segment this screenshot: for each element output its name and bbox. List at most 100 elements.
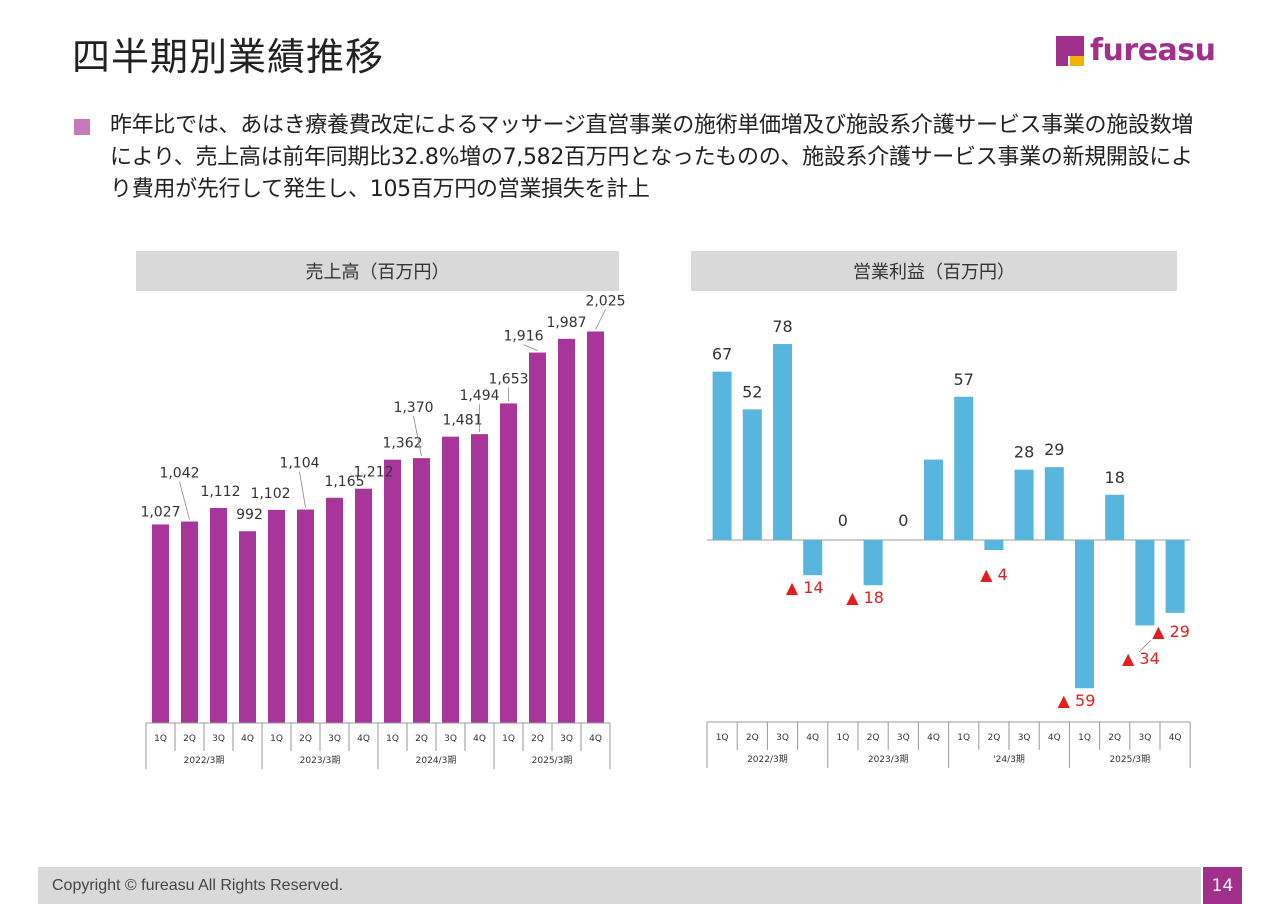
x-tick-label: 1Q bbox=[154, 734, 167, 744]
footer: Copyright © fureasu All Rights Reserved. bbox=[38, 867, 1201, 904]
profit-data-label: ▲ 14 bbox=[786, 578, 824, 597]
x-tick-label: 4Q bbox=[357, 734, 370, 744]
logo-mark-icon bbox=[1056, 36, 1084, 66]
x-group-label: 2024/3期 bbox=[416, 755, 457, 766]
x-tick-label: 4Q bbox=[1048, 733, 1061, 743]
profit-bar bbox=[924, 459, 943, 540]
profit-bar bbox=[1105, 494, 1125, 540]
sales-data-label: 1,212 bbox=[353, 465, 393, 481]
profit-data-label: 0 bbox=[838, 511, 848, 530]
sales-data-label: 1,987 bbox=[546, 315, 586, 331]
sales-data-label: 1,916 bbox=[503, 329, 543, 345]
sales-bar bbox=[529, 352, 546, 723]
x-tick-label: 2Q bbox=[1108, 733, 1121, 743]
x-tick-label: 4Q bbox=[473, 734, 486, 744]
sales-data-label: 2,025 bbox=[585, 294, 625, 310]
x-tick-label: 2Q bbox=[867, 733, 880, 743]
sales-bar bbox=[587, 331, 604, 723]
profit-data-label: 0 bbox=[898, 511, 908, 530]
x-group-label: 2025/3期 bbox=[532, 755, 573, 766]
sales-data-label: 1,653 bbox=[488, 371, 528, 387]
logo-text: fureasu bbox=[1090, 33, 1216, 68]
profit-data-label: 52 bbox=[742, 382, 762, 401]
sales-bar bbox=[355, 488, 372, 723]
sales-bar bbox=[210, 508, 227, 723]
x-tick-label: 2Q bbox=[987, 733, 1000, 743]
sales-data-label: 1,104 bbox=[279, 456, 319, 472]
sales-data-label: 1,042 bbox=[159, 466, 199, 482]
x-group-label: 2023/3期 bbox=[300, 755, 341, 766]
label-leader-line bbox=[413, 416, 422, 457]
profit-bar bbox=[1075, 540, 1094, 689]
profit-bar bbox=[954, 396, 974, 540]
x-tick-label: 2Q bbox=[183, 734, 196, 744]
sales-bar bbox=[384, 459, 401, 723]
profit-bar bbox=[863, 540, 883, 586]
bullet-square-icon bbox=[74, 119, 90, 135]
sales-bar bbox=[297, 509, 314, 723]
x-tick-label: 1Q bbox=[1078, 733, 1091, 743]
label-leader-line bbox=[595, 309, 606, 330]
sales-bar bbox=[442, 436, 459, 723]
x-tick-label: 1Q bbox=[836, 733, 849, 743]
sales-bar bbox=[326, 497, 343, 723]
sales-data-label: 1,165 bbox=[324, 474, 364, 490]
page-title: 四半期別業績推移 bbox=[72, 35, 385, 79]
x-tick-label: 1Q bbox=[502, 734, 515, 744]
x-tick-label: 3Q bbox=[560, 734, 573, 744]
profit-bar bbox=[803, 540, 823, 576]
operating-profit-chart-header: 営業利益（百万円） bbox=[691, 251, 1177, 291]
x-group-label: 2022/3期 bbox=[747, 754, 788, 765]
profit-bar bbox=[712, 371, 732, 540]
x-tick-label: 4Q bbox=[806, 733, 819, 743]
sales-data-label: 1,112 bbox=[200, 484, 240, 500]
sales-data-label: 1,481 bbox=[442, 413, 482, 429]
x-tick-label: 2Q bbox=[415, 734, 428, 744]
sales-bar bbox=[152, 524, 169, 723]
profit-data-label: 78 bbox=[772, 317, 792, 336]
profit-bar bbox=[1135, 540, 1155, 626]
profit-bar bbox=[1165, 540, 1185, 613]
x-group-label: '24/3期 bbox=[993, 754, 1025, 765]
x-tick-label: 3Q bbox=[328, 734, 341, 744]
profit-bar bbox=[1014, 469, 1034, 540]
profit-data-label: 18 bbox=[1105, 468, 1125, 487]
sales-bar bbox=[471, 434, 488, 723]
profit-data-label: 28 bbox=[1014, 443, 1034, 462]
sales-bar bbox=[268, 509, 285, 723]
x-tick-label: 3Q bbox=[776, 733, 789, 743]
x-group-label: 2023/3期 bbox=[868, 754, 909, 765]
copyright-text: Copyright © fureasu All Rights Reserved. bbox=[52, 876, 344, 894]
x-group-label: 2025/3期 bbox=[1109, 754, 1150, 765]
profit-data-label: ▲ 34 bbox=[1122, 649, 1160, 668]
x-tick-label: 4Q bbox=[927, 733, 940, 743]
profit-data-label: ▲ 4 bbox=[980, 565, 1008, 584]
summary-text: 昨年比では、あはき療養費改定によるマッサージ直営事業の施術単価増及び施設系介護サ… bbox=[110, 113, 1194, 202]
x-tick-label: 1Q bbox=[716, 733, 729, 743]
sales-data-label: 992 bbox=[236, 507, 263, 523]
sales-bar bbox=[500, 403, 517, 723]
profit-bar bbox=[1044, 467, 1064, 540]
x-tick-label: 3Q bbox=[1138, 733, 1151, 743]
profit-data-label: 67 bbox=[712, 345, 732, 364]
profit-bar bbox=[742, 409, 762, 540]
label-leader-line bbox=[179, 481, 190, 520]
sales-data-label: 1,494 bbox=[459, 388, 499, 404]
profit-data-label: 57 bbox=[954, 370, 974, 389]
label-leader-line bbox=[1138, 639, 1152, 653]
sales-data-label: 1,102 bbox=[250, 486, 290, 502]
profit-bar bbox=[773, 344, 792, 540]
sales-data-label: 1,027 bbox=[140, 504, 180, 520]
sales-data-label: 1,370 bbox=[393, 400, 433, 416]
label-leader-line bbox=[299, 471, 306, 508]
x-tick-label: 4Q bbox=[1169, 733, 1182, 743]
x-tick-label: 3Q bbox=[1018, 733, 1031, 743]
sales-bar bbox=[558, 338, 575, 723]
summary: 昨年比では、あはき療養費改定によるマッサージ直営事業の施術単価増及び施設系介護サ… bbox=[74, 110, 1204, 206]
page-number: 14 bbox=[1203, 867, 1242, 904]
x-tick-label: 2Q bbox=[531, 734, 544, 744]
sales-data-label: 1,362 bbox=[382, 436, 422, 452]
profit-data-label: 29 bbox=[1044, 440, 1064, 459]
